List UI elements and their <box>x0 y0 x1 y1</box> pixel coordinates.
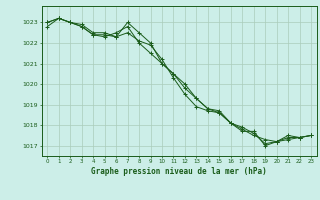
X-axis label: Graphe pression niveau de la mer (hPa): Graphe pression niveau de la mer (hPa) <box>91 167 267 176</box>
